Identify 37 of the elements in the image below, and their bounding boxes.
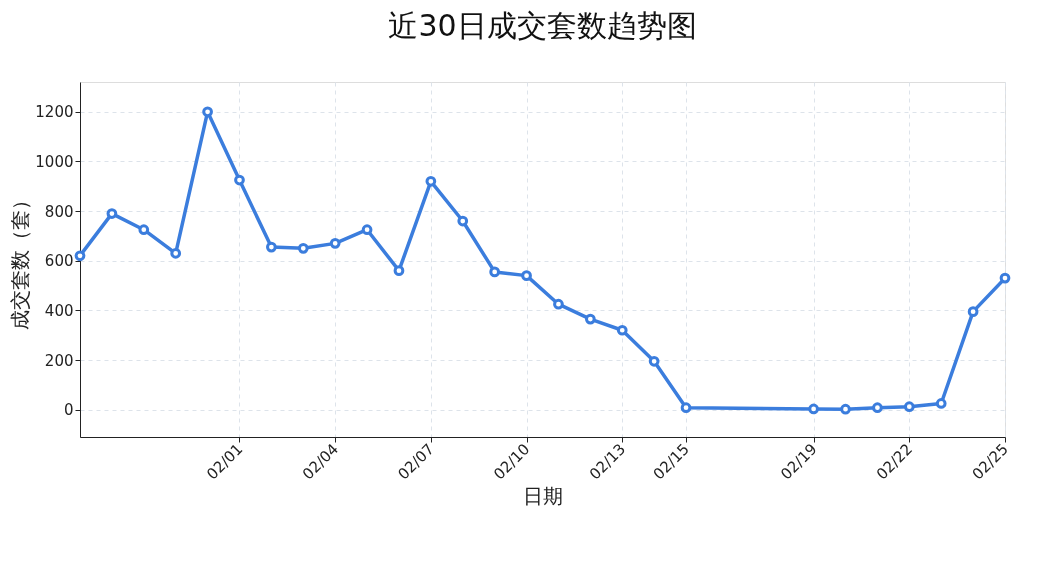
point xyxy=(266,241,277,253)
chart-title: 近30日成交套数趋势图 xyxy=(388,8,697,43)
point xyxy=(872,402,883,414)
point xyxy=(425,175,437,187)
y-tick-label: 400 xyxy=(44,301,74,320)
point xyxy=(457,215,469,227)
point xyxy=(234,174,245,186)
point xyxy=(106,208,118,219)
point xyxy=(74,250,86,262)
y-tick-label: 800 xyxy=(44,202,74,221)
point xyxy=(361,224,373,236)
point xyxy=(680,402,692,414)
point xyxy=(170,247,182,259)
point xyxy=(393,265,405,277)
point xyxy=(138,224,150,236)
point xyxy=(808,403,819,415)
point xyxy=(553,298,564,310)
point xyxy=(202,106,213,118)
y-tick-label: 600 xyxy=(44,252,74,271)
point xyxy=(648,355,660,367)
point xyxy=(935,398,947,409)
y-tick-label: 1200 xyxy=(35,103,74,122)
x-axis-title: 日期 xyxy=(523,483,563,508)
point xyxy=(840,403,851,415)
y-tick-label: 0 xyxy=(63,401,74,420)
point xyxy=(967,306,979,317)
point xyxy=(584,313,596,325)
point xyxy=(521,270,532,281)
y-tick-label: 1000 xyxy=(35,152,74,171)
point xyxy=(489,266,501,278)
point xyxy=(903,401,915,413)
point xyxy=(999,272,1011,284)
point xyxy=(616,324,628,336)
point xyxy=(329,238,341,249)
point xyxy=(297,242,309,254)
y-tick-label: 200 xyxy=(44,351,74,370)
y-axis-title: 成交套数（套） xyxy=(8,190,33,330)
